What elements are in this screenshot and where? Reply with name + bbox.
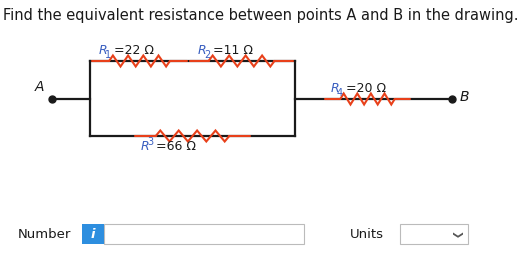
Text: $R$: $R$ xyxy=(98,44,108,57)
Text: 1: 1 xyxy=(105,50,111,60)
Bar xyxy=(104,224,304,244)
Text: i: i xyxy=(91,228,95,240)
Text: 3: 3 xyxy=(147,137,153,147)
Text: A: A xyxy=(34,80,44,94)
Text: Find the equivalent resistance between points A and B in the drawing.: Find the equivalent resistance between p… xyxy=(3,8,519,23)
Text: B: B xyxy=(460,90,469,104)
Text: $R$: $R$ xyxy=(197,44,207,57)
Text: =20 Ω: =20 Ω xyxy=(342,82,386,95)
Text: =66 Ω: =66 Ω xyxy=(152,140,196,153)
Text: =22 Ω: =22 Ω xyxy=(110,44,154,57)
Bar xyxy=(82,224,104,244)
Text: $R$: $R$ xyxy=(140,140,149,153)
Text: ❯: ❯ xyxy=(451,231,461,239)
Text: $R$: $R$ xyxy=(330,82,339,95)
Text: 2: 2 xyxy=(204,50,210,60)
Text: Number: Number xyxy=(18,228,72,240)
Text: =11 Ω: =11 Ω xyxy=(209,44,253,57)
Bar xyxy=(400,224,468,244)
Text: Units: Units xyxy=(350,228,384,240)
Text: 4: 4 xyxy=(337,88,343,98)
